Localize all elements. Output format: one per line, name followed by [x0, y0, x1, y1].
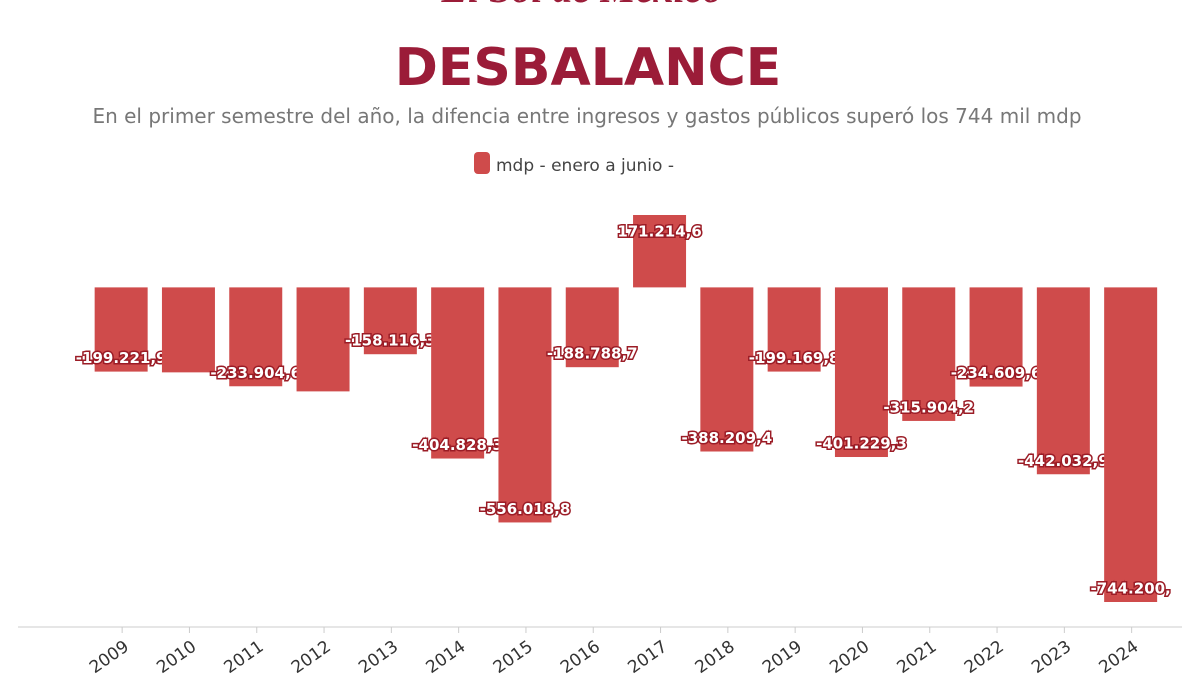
bar — [1036, 287, 1090, 475]
x-tick-label: 2015 — [490, 637, 537, 675]
x-tick-label: 2017 — [624, 637, 671, 675]
value-label: -158.116,3 — [345, 332, 436, 350]
chart-title: DESBALANCE — [395, 38, 782, 98]
bar — [431, 287, 485, 459]
x-tick-label: 2022 — [961, 637, 1008, 675]
bar — [902, 287, 956, 421]
bar — [296, 287, 350, 392]
bar — [565, 287, 619, 368]
value-label: -744.200, — [1091, 580, 1171, 598]
x-tick-label: 2016 — [557, 637, 604, 675]
x-tick-label: 2019 — [759, 637, 806, 675]
x-tick-label: 2020 — [826, 637, 873, 675]
masthead: El Sol de México — [440, 0, 722, 11]
bar — [633, 215, 687, 288]
bar — [161, 287, 215, 373]
x-tick-label: 2014 — [422, 637, 469, 675]
x-tick-label: 2018 — [692, 637, 739, 675]
value-label: -188.788,7 — [547, 345, 638, 363]
chart-subtitle: En el primer semestre del año, la difenc… — [92, 104, 1081, 128]
x-tick-label: 2011 — [221, 637, 268, 675]
value-label: -199.169,8 — [749, 349, 840, 367]
value-label: -404.828,3 — [412, 436, 503, 454]
bar — [969, 287, 1023, 387]
bar — [1104, 287, 1158, 602]
bar — [363, 287, 417, 355]
x-tick-label: 2023 — [1028, 637, 1075, 675]
bar — [700, 287, 754, 452]
bar — [94, 287, 148, 372]
value-label: -556.018,8 — [480, 500, 571, 518]
value-label: -315.904,2 — [883, 398, 974, 416]
value-label: -401.229,3 — [816, 435, 907, 453]
value-label: -233.904,6 — [210, 364, 301, 382]
legend-swatch — [474, 152, 490, 174]
value-label: -442.032,9 — [1018, 452, 1109, 470]
x-tick-label: 2013 — [355, 637, 402, 675]
value-label: -199.221,9 — [76, 349, 167, 367]
bar — [834, 287, 888, 458]
x-tick-label: 2024 — [1095, 637, 1142, 675]
x-tick-label: 2009 — [86, 637, 133, 675]
value-label: 171.214,6 — [617, 223, 701, 241]
bar — [498, 287, 552, 523]
x-tick-label: 2021 — [894, 637, 941, 675]
x-tick-label: 2010 — [153, 637, 200, 675]
value-label: -234.609,6 — [951, 364, 1042, 382]
value-label: -388.209,4 — [682, 429, 773, 447]
bar — [767, 287, 821, 372]
legend-label: mdp - enero a junio - — [496, 156, 674, 176]
bar — [229, 287, 283, 387]
x-tick-label: 2012 — [288, 637, 335, 675]
